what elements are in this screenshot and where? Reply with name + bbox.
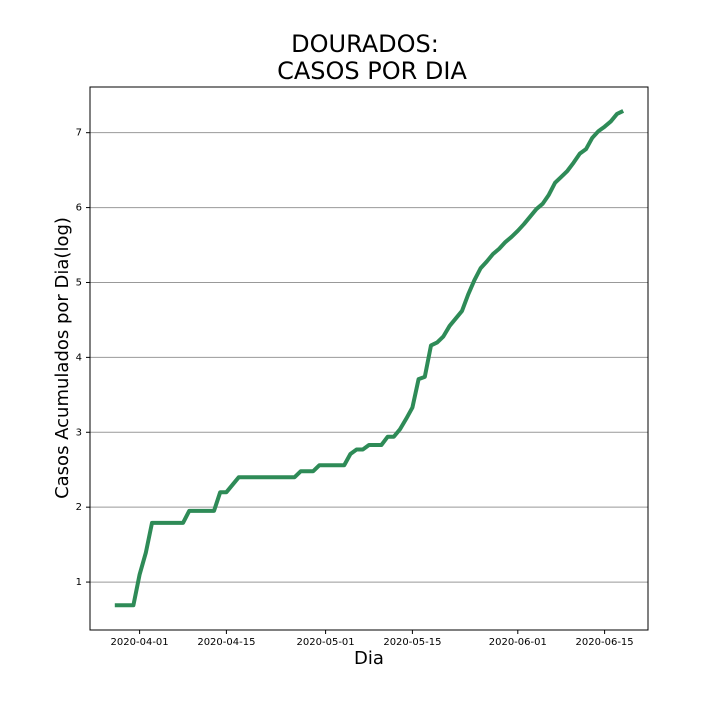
y-tick-label: 5 <box>76 277 82 288</box>
chart-title: DOURADOS: <box>291 30 439 58</box>
y-tick-label: 2 <box>76 502 82 513</box>
y-tick-label: 4 <box>76 352 82 363</box>
x-axis-label: Dia <box>354 648 384 669</box>
data-line <box>114 109 625 608</box>
plot-frame <box>89 86 649 631</box>
x-tick-label: 2020-05-15 <box>383 637 441 648</box>
y-tick-label: 6 <box>76 203 82 214</box>
y-tick-label: 3 <box>76 427 82 438</box>
x-tick-label: 2020-04-01 <box>111 637 169 648</box>
x-tick-label: 2020-05-01 <box>297 637 355 648</box>
x-tick-label: 2020-04-15 <box>197 637 255 648</box>
x-tick-label: 2020-06-01 <box>489 637 547 648</box>
y-tick-label: 7 <box>76 128 82 139</box>
chart-subtitle: CASOS POR DIA <box>277 57 467 85</box>
x-tick-label: 2020-06-15 <box>576 637 634 648</box>
y-tick-label: 1 <box>76 577 82 588</box>
y-axis-label: Casos Acumulados por Dia(log) <box>52 217 73 499</box>
